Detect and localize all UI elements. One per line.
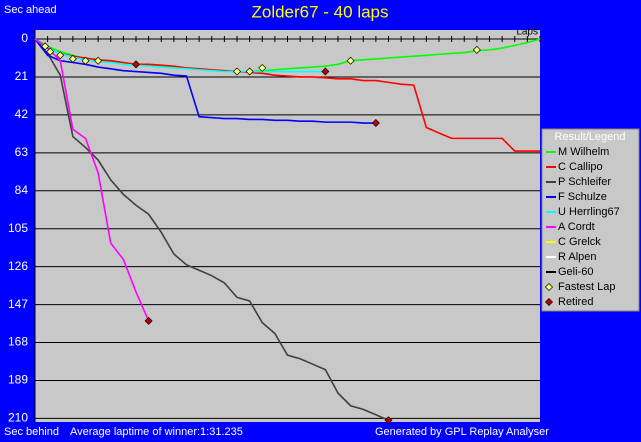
fastest-lap-marker	[68, 54, 77, 63]
plot-area	[35, 30, 540, 422]
x-label: Laps	[516, 27, 538, 38]
y-tick-label: 168	[8, 335, 28, 349]
y-tick-label: 189	[8, 373, 28, 387]
series-line	[34, 38, 389, 421]
retired-marker	[144, 316, 153, 325]
legend-label: U Herrling67	[558, 206, 620, 218]
retired-marker	[321, 67, 330, 76]
fastest-lap-marker	[94, 56, 103, 65]
footer-left: Average laptime of winner:1:31.235	[70, 426, 243, 438]
footer-right: Generated by GPL Replay Analyser	[375, 426, 549, 438]
fastest-lap-marker	[41, 42, 50, 51]
legend-swatch	[545, 298, 553, 306]
legend-label: P Schleifer	[558, 176, 611, 188]
retired-marker	[132, 60, 140, 69]
retired-marker	[384, 416, 393, 425]
chart-title: Zolder67 - 40 laps	[251, 2, 388, 21]
legend-label: Retired	[558, 296, 593, 308]
fastest-lap-marker	[56, 51, 65, 60]
fastest-lap-marker	[81, 56, 90, 65]
legend-label: Fastest Lap	[558, 281, 615, 293]
y-tick-label: 210	[8, 411, 28, 425]
legend-label: R Alpen	[558, 251, 597, 263]
legend-label: Geli-60	[558, 266, 593, 278]
fastest-lap-marker	[245, 67, 254, 76]
legend-swatch	[545, 283, 553, 291]
fastest-lap-marker	[346, 56, 355, 65]
series-line	[34, 38, 150, 322]
retired-marker	[371, 119, 380, 128]
y-label-bottom: Sec behind	[4, 426, 59, 438]
legend-label: C Callipo	[558, 161, 603, 173]
y-tick-label: 147	[8, 297, 28, 311]
series-line	[34, 38, 376, 124]
legend-label: A Cordt	[558, 221, 595, 233]
fastest-lap-marker	[258, 63, 267, 72]
y-tick-label: 126	[8, 259, 28, 273]
legend-box	[541, 128, 640, 312]
y-tick-label: 21	[15, 69, 29, 83]
series-line	[34, 38, 540, 152]
fastest-lap-marker	[233, 67, 241, 76]
legend-label: C Grelck	[558, 236, 601, 248]
y-tick-label: 63	[15, 145, 29, 159]
y-label-top: Sec ahead	[4, 4, 57, 16]
legend-title: Result/Legend	[555, 131, 626, 143]
legend-label: M Wilhelm	[558, 146, 609, 158]
y-tick-label: 105	[8, 221, 28, 235]
y-tick-label: 42	[15, 107, 29, 121]
legend-label: F Schulze	[558, 191, 607, 203]
y-tick-label: 84	[15, 183, 29, 197]
fastest-lap-marker	[46, 47, 55, 56]
fastest-lap-marker	[472, 45, 481, 54]
y-tick-label: 0	[21, 31, 28, 45]
